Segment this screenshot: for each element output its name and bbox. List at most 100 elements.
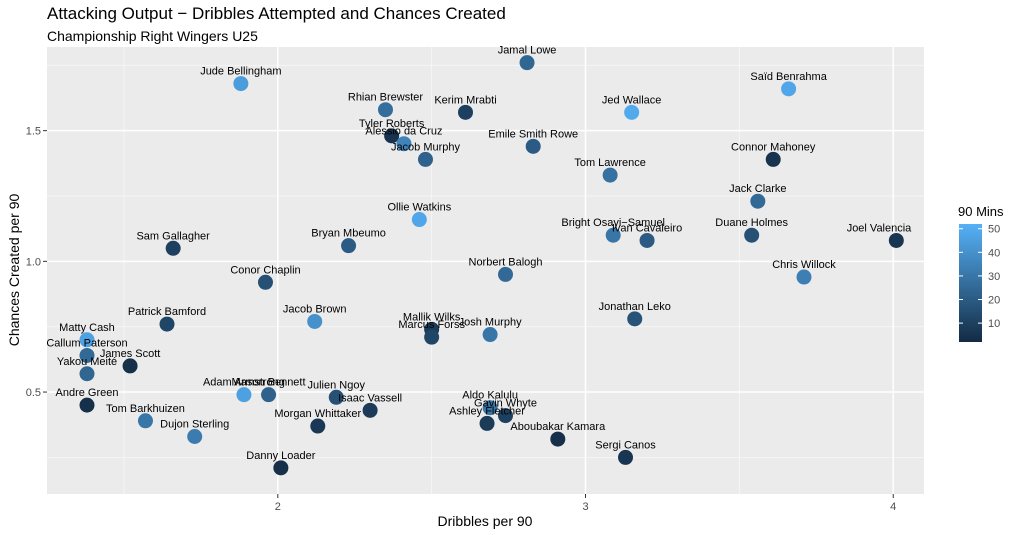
- chart-subtitle: Championship Right Wingers U25: [47, 28, 258, 44]
- y-tick-label: 1.0: [26, 256, 41, 268]
- point-label: Morgan Whittaker: [274, 408, 361, 420]
- data-point: [79, 366, 95, 382]
- point-label: Marcus Forss: [398, 319, 465, 331]
- legend-colorbar: [959, 224, 982, 342]
- data-point: [159, 316, 175, 332]
- data-point: [765, 151, 781, 167]
- data-point: [457, 104, 473, 120]
- point-label: Jed Wallace: [602, 94, 662, 106]
- data-point: [165, 240, 181, 256]
- point-label: Jude Bellingham: [200, 66, 281, 78]
- legend-tick-label: 30: [988, 271, 1000, 283]
- point-label: Ashley Fletcher: [449, 405, 525, 417]
- data-point: [888, 232, 904, 248]
- point-label: Matty Cash: [59, 322, 115, 334]
- data-points: [79, 55, 904, 476]
- data-point: [236, 387, 252, 403]
- point-label: Aboubakar Kamara: [510, 421, 606, 433]
- y-tick-label: 0.5: [26, 387, 41, 399]
- point-label: Julien Ngoy: [308, 379, 366, 391]
- legend-tick-label: 10: [988, 318, 1000, 330]
- data-point: [122, 358, 138, 374]
- data-point: [417, 151, 433, 167]
- data-point: [605, 227, 621, 243]
- point-label: Sam Gallagher: [136, 230, 210, 242]
- data-point: [750, 193, 766, 209]
- point-label: Tyler Roberts: [359, 118, 425, 130]
- point-label: Jack Clarke: [729, 183, 786, 195]
- legend-tick-label: 50: [988, 224, 1000, 236]
- point-label: Joel Valencia: [847, 222, 912, 234]
- x-axis-title: Dribbles per 90: [438, 513, 533, 529]
- data-point: [187, 428, 203, 444]
- point-label: Alessio da Cruz: [365, 126, 442, 138]
- axes: 2 3 4 0.5 1.0 1.5: [26, 126, 897, 513]
- point-label: Mallik Wilks: [403, 311, 461, 323]
- point-labels: Jamal Lowe Jude Bellingham Saïd Benrahma Rh…: [46, 45, 912, 462]
- point-label: Josh Murphy: [459, 317, 522, 329]
- data-point: [639, 232, 655, 248]
- point-label: Aldo Kalulu: [462, 390, 518, 402]
- point-label: Jamal Lowe: [498, 45, 557, 57]
- data-point: [796, 269, 812, 285]
- data-point: [79, 397, 95, 413]
- data-point: [377, 102, 393, 118]
- data-point: [137, 413, 153, 429]
- y-axis-title: Chances Created per 90: [6, 194, 22, 347]
- point-label: Ollie Watkins: [387, 202, 451, 214]
- data-point: [498, 408, 514, 424]
- data-point: [482, 327, 498, 343]
- data-point: [233, 76, 249, 92]
- point-label: James Scott: [100, 348, 161, 360]
- data-point: [482, 400, 498, 416]
- data-point: [341, 238, 357, 254]
- point-label: Dujon Sterling: [160, 418, 229, 430]
- point-label: Isaac Vassell: [338, 392, 402, 404]
- point-label: Bright Osayi−Samuel: [561, 217, 665, 229]
- legend-tick-label: 40: [988, 247, 1000, 259]
- data-point: [525, 138, 541, 154]
- point-label: Jacob Brown: [283, 303, 347, 315]
- point-label: Norbert Balogh: [469, 256, 543, 268]
- point-label: Kerim Mrabti: [434, 94, 496, 106]
- point-label: Ivan Cavaleiro: [612, 222, 682, 234]
- point-label: Saïd Benrahma: [750, 71, 827, 83]
- point-label: Chris Willock: [772, 259, 836, 271]
- point-label: Mason Bennett: [232, 377, 306, 389]
- data-point: [79, 332, 95, 348]
- grid-lines: [47, 47, 924, 494]
- data-point: [550, 431, 566, 447]
- data-point: [307, 313, 323, 329]
- point-label: Adam Armstrong: [203, 377, 285, 389]
- data-point: [627, 311, 643, 327]
- point-label: Emile Smith Rowe: [488, 128, 578, 140]
- point-label: Gavin Whyte: [474, 398, 537, 410]
- data-point: [602, 167, 618, 183]
- point-label: Jonathan Leko: [599, 301, 671, 313]
- data-point: [261, 387, 277, 403]
- point-label: Patrick Bamford: [128, 306, 206, 318]
- data-point: [362, 402, 378, 418]
- data-point: [424, 329, 440, 345]
- data-point: [618, 449, 634, 465]
- x-tick-label: 2: [275, 501, 281, 513]
- data-point: [519, 55, 535, 71]
- point-label: Andre Green: [56, 387, 119, 399]
- data-point: [411, 212, 427, 228]
- data-point: [273, 460, 289, 476]
- point-label: Rhian Brewster: [348, 92, 424, 104]
- point-label: Bryan Mbeumo: [311, 228, 386, 240]
- point-label: Conor Chaplin: [230, 264, 300, 276]
- point-label: Yakou Meité: [57, 356, 117, 368]
- data-point: [310, 418, 326, 434]
- data-point: [384, 128, 400, 144]
- data-point: [479, 415, 495, 431]
- legend-title: 90 Mins: [958, 204, 1004, 219]
- data-point: [624, 104, 640, 120]
- data-point: [498, 266, 514, 282]
- data-point: [79, 347, 95, 363]
- y-tick-label: 1.5: [26, 126, 41, 138]
- data-point: [396, 136, 412, 152]
- x-tick-label: 4: [890, 501, 896, 513]
- data-point: [257, 274, 273, 290]
